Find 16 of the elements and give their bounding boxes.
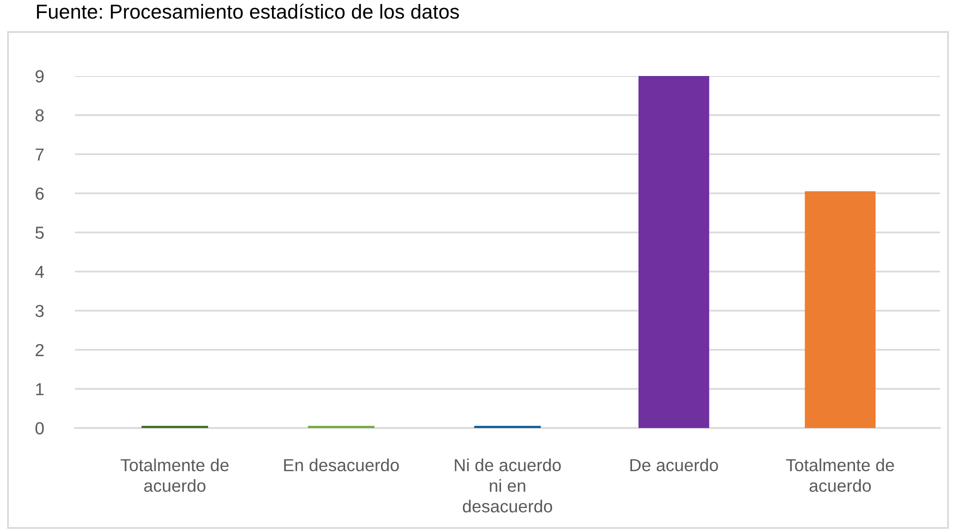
y-tick-label: 0 xyxy=(35,422,44,434)
y-tick-label: 2 xyxy=(36,344,44,356)
x-tick-label: Totalmente de acuerdo xyxy=(786,458,894,492)
y-tick-label: 4 xyxy=(35,266,44,278)
y-tick-label: 1 xyxy=(36,383,44,396)
source-note: Fuente: Procesamiento estadístico de los datos xyxy=(37,4,459,19)
y-tick-label: 8 xyxy=(36,109,44,122)
y-tick-label: 5 xyxy=(35,226,44,239)
y-tick-label: 7 xyxy=(36,148,44,161)
x-tick-label: Totalmente de acuerdo xyxy=(120,458,229,492)
y-tick-label: 9 xyxy=(36,70,44,82)
x-tick-label: Ni de acuerdo ni en desacuerdo xyxy=(454,458,561,512)
x-tick-label: De acuerdo xyxy=(630,458,718,472)
x-tick-label: En desacuerdo xyxy=(284,458,399,472)
y-tick-label: 6 xyxy=(36,188,44,200)
y-tick-label: 3 xyxy=(35,304,44,318)
